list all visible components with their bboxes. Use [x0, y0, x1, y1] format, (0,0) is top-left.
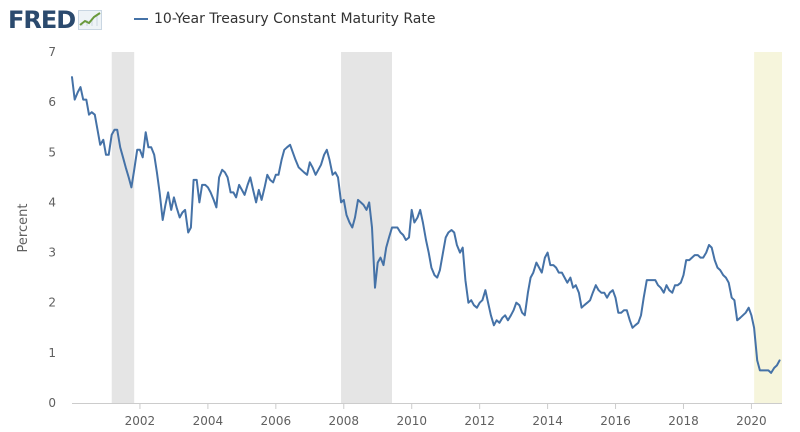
y-tick-label: 1 [48, 346, 56, 360]
x-tick-label: 2020 [736, 414, 767, 428]
y-tick-label: 2 [48, 296, 56, 310]
axes: 0 1 2 3 4 5 6 7 2002 2004 2006 2008 2010 2012 2014 2016… [48, 45, 782, 428]
x-tick-label: 2002 [125, 414, 156, 428]
x-tick-label: 2004 [193, 414, 224, 428]
y-tick-label: 0 [48, 396, 56, 410]
chart-legend[interactable]: 10-Year Treasury Constant Maturity Rate [134, 11, 435, 27]
logo-text: FRED [8, 6, 76, 34]
x-tick-label: 2014 [532, 414, 563, 428]
fred-logo[interactable]: FRED [8, 5, 103, 35]
series-line[interactable] [71, 76, 781, 374]
x-tick-label: 2010 [396, 414, 427, 428]
recession-band [111, 52, 135, 403]
x-tick-label: 2006 [261, 414, 292, 428]
y-tick-label: 6 [48, 95, 56, 109]
y-tick-label: 5 [48, 145, 56, 159]
y-tick-label: 4 [48, 195, 56, 209]
highlight-band [754, 52, 782, 403]
y-tick-label: 3 [48, 246, 56, 260]
x-tick-label: 2008 [328, 414, 359, 428]
x-tick-label: 2012 [464, 414, 495, 428]
x-tick-label: 2016 [600, 414, 631, 428]
x-tick-label: 2018 [668, 414, 699, 428]
legend-label: 10-Year Treasury Constant Maturity Rate [154, 11, 436, 27]
y-tick-label: 7 [48, 45, 56, 59]
shaded-periods [111, 52, 782, 403]
y-axis-title: Percent [16, 204, 31, 253]
legend-swatch [134, 18, 148, 20]
series-layer [71, 76, 781, 374]
chart-header: FRED 10-Year Treasury Constant Maturity … [0, 0, 800, 40]
line-chart-icon [78, 10, 103, 30]
recession-band [341, 52, 393, 403]
